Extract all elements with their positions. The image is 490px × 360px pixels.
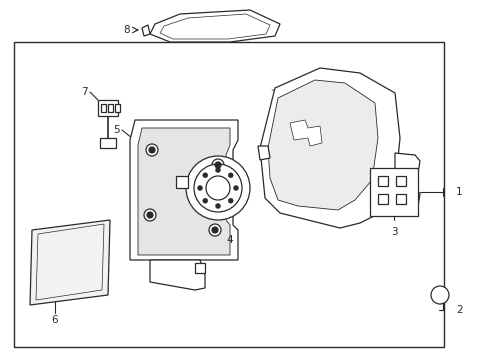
Bar: [396, 176, 406, 186]
Text: 4: 4: [227, 235, 233, 245]
Bar: [396, 194, 406, 204]
Text: 6: 6: [51, 315, 58, 325]
Polygon shape: [150, 10, 280, 42]
Circle shape: [146, 144, 158, 156]
Bar: [108, 104, 113, 112]
Bar: [378, 176, 388, 186]
Circle shape: [216, 203, 220, 208]
Polygon shape: [130, 120, 238, 260]
Bar: [98, 100, 118, 116]
Bar: [378, 194, 388, 204]
Bar: [101, 104, 106, 112]
Circle shape: [206, 176, 230, 200]
Circle shape: [144, 209, 156, 221]
Polygon shape: [30, 220, 110, 305]
Circle shape: [212, 159, 224, 171]
Circle shape: [194, 164, 242, 212]
Polygon shape: [160, 14, 270, 39]
Circle shape: [203, 173, 208, 178]
Polygon shape: [395, 153, 420, 181]
Text: 2: 2: [456, 305, 463, 315]
Polygon shape: [268, 80, 378, 210]
Polygon shape: [138, 128, 230, 255]
Circle shape: [212, 227, 218, 233]
Polygon shape: [260, 68, 400, 228]
Polygon shape: [395, 186, 420, 214]
Circle shape: [186, 156, 250, 220]
Polygon shape: [290, 120, 322, 146]
Circle shape: [147, 212, 153, 218]
Circle shape: [209, 224, 221, 236]
Text: 1: 1: [456, 187, 463, 197]
Bar: [100, 138, 116, 148]
Polygon shape: [142, 25, 150, 36]
Polygon shape: [36, 224, 104, 300]
Circle shape: [234, 185, 239, 190]
Text: 3: 3: [391, 227, 397, 237]
Bar: [370, 168, 418, 216]
Circle shape: [431, 286, 449, 304]
Bar: [195, 263, 205, 273]
Polygon shape: [150, 260, 205, 290]
Circle shape: [203, 198, 208, 203]
Circle shape: [215, 162, 221, 168]
Circle shape: [197, 185, 202, 190]
Text: 5: 5: [113, 125, 120, 135]
Text: 7: 7: [81, 87, 88, 97]
Circle shape: [149, 147, 155, 153]
Bar: [176, 176, 188, 188]
Circle shape: [216, 167, 220, 172]
Text: 8: 8: [123, 25, 130, 35]
Bar: [115, 104, 120, 112]
Bar: [14, 42, 444, 347]
Circle shape: [228, 198, 233, 203]
Circle shape: [228, 173, 233, 178]
Polygon shape: [258, 146, 270, 160]
